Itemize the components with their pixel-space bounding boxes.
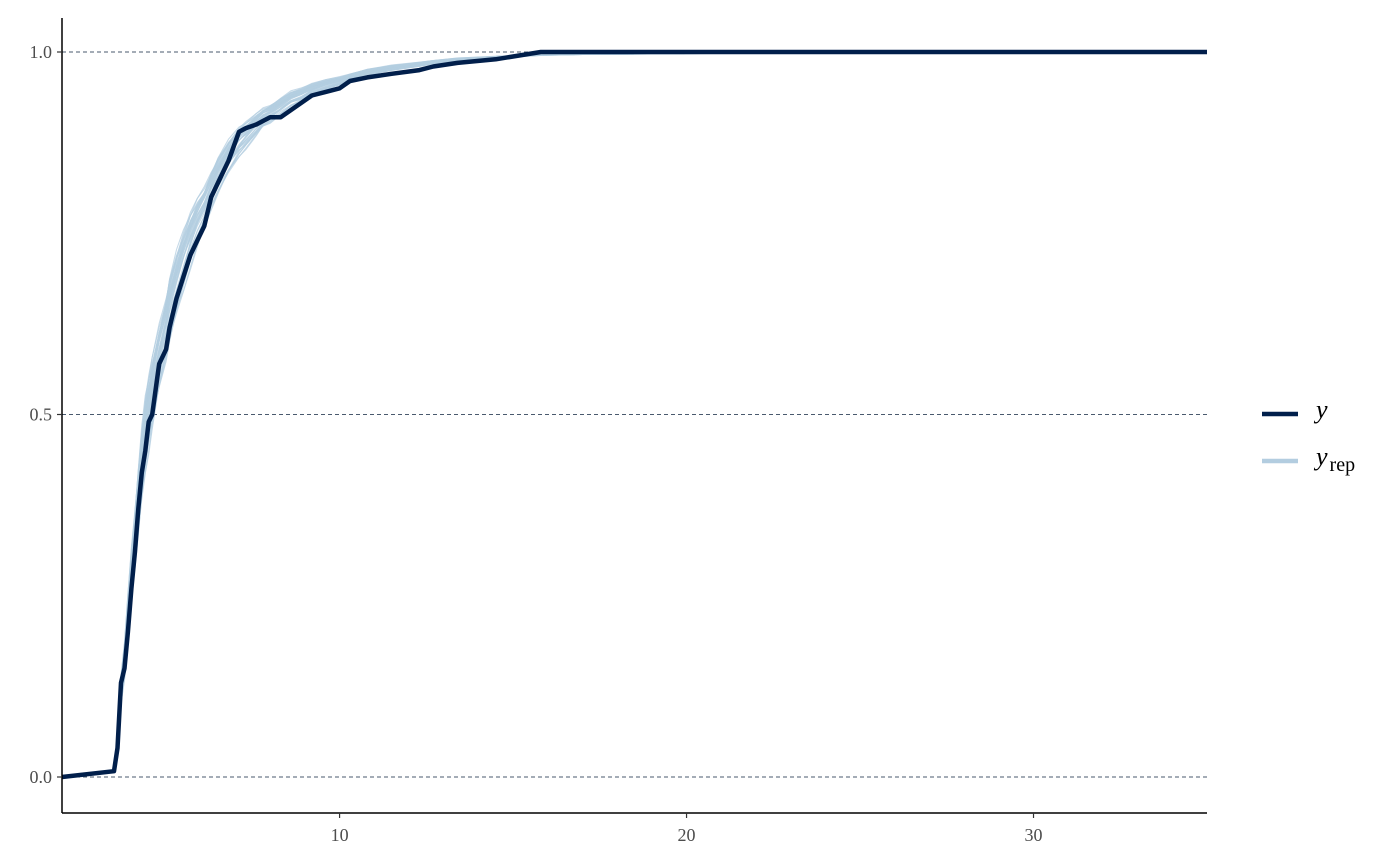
legend-sub-1: rep <box>1330 454 1356 476</box>
axes: 0.0 0.5 1.0 10 20 30 <box>30 18 1207 845</box>
y-tick-label-0: 0.0 <box>30 767 53 787</box>
y-tick-label-1: 0.5 <box>30 405 53 425</box>
yrep-draw-37 <box>61 51 1207 778</box>
y-series <box>61 49 1207 780</box>
y-line <box>61 49 1207 780</box>
x-tick-label-2: 30 <box>1025 825 1043 845</box>
x-tick-label-0: 10 <box>331 825 349 845</box>
legend: y y rep <box>1262 395 1355 476</box>
legend-label-0: y <box>1313 395 1328 424</box>
y-tick-label-2: 1.0 <box>30 42 53 62</box>
x-tick-label-1: 20 <box>678 825 696 845</box>
legend-label-1: y rep <box>1313 442 1355 476</box>
